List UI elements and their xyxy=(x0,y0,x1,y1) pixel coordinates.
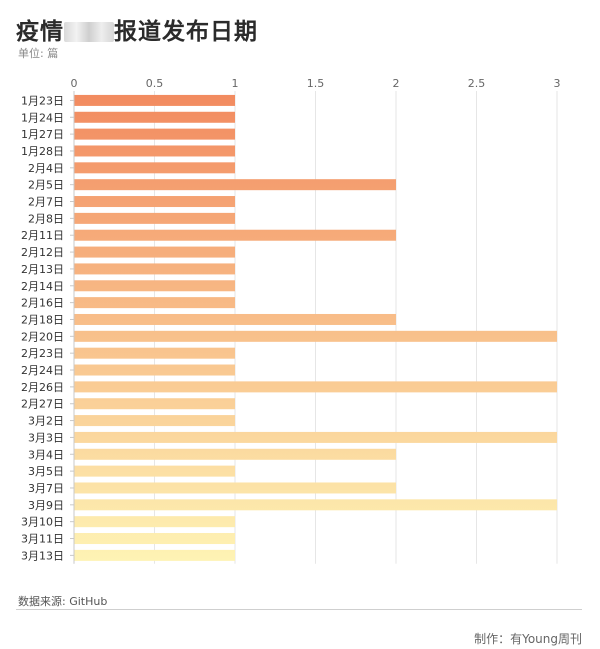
y-tick-label: 2月13日 xyxy=(21,263,64,276)
bar xyxy=(74,297,235,309)
y-tick-label: 2月7日 xyxy=(28,196,64,209)
y-tick-label: 3月5日 xyxy=(28,465,64,478)
bar xyxy=(74,111,235,123)
y-tick-label: 2月4日 xyxy=(28,162,64,175)
bar xyxy=(74,465,235,477)
y-tick-label: 2月8日 xyxy=(28,212,64,225)
y-tick-label: 1月28日 xyxy=(21,145,64,158)
bar xyxy=(74,330,557,342)
bar xyxy=(74,499,557,511)
y-tick-label: 1月24日 xyxy=(21,111,64,124)
x-tick-label: 1 xyxy=(232,77,239,90)
bar xyxy=(74,381,557,393)
bar xyxy=(74,246,235,258)
y-tick-label: 3月11日 xyxy=(21,533,64,546)
y-tick-label: 2月18日 xyxy=(21,313,64,326)
bar-chart: 0 0.5 1 1.5 2 2.5 3 1月23日 1月24日 1月27日 1月28日 2月4日 2月… xyxy=(21,77,561,564)
bar xyxy=(74,162,235,174)
redacted-text xyxy=(64,22,114,42)
bar xyxy=(74,212,235,224)
y-tick-label: 2月5日 xyxy=(28,179,64,192)
bar xyxy=(74,364,235,376)
y-tick-label: 3月10日 xyxy=(21,516,64,529)
y-tick-label: 2月27日 xyxy=(21,398,64,411)
credit-text: 制作：有Young周刊 xyxy=(474,632,582,646)
y-axis-labels: 1月23日 1月24日 1月27日 1月28日 2月4日 2月5日 2月7日 2月8日 2月11… xyxy=(21,94,74,562)
y-tick-label: 3月13日 xyxy=(21,549,64,562)
y-tick-label: 1月27日 xyxy=(21,128,64,141)
title-suffix: 报道发布日期 xyxy=(114,19,258,45)
data-source: 数据来源: GitHub xyxy=(18,595,108,608)
footer-divider xyxy=(16,609,582,610)
y-tick-label: 2月24日 xyxy=(21,364,64,377)
bar xyxy=(74,94,235,106)
bar xyxy=(74,549,235,561)
y-tick-label: 3月7日 xyxy=(28,482,64,495)
x-tick-label: 3 xyxy=(554,77,561,90)
y-tick-label: 2月16日 xyxy=(21,297,64,310)
bar xyxy=(74,128,235,140)
x-tick-label: 1.5 xyxy=(307,77,325,90)
y-tick-label: 2月20日 xyxy=(21,330,64,343)
bar xyxy=(74,398,235,410)
y-tick-label: 2月23日 xyxy=(21,347,64,360)
x-tick-label: 0.5 xyxy=(146,77,164,90)
bar xyxy=(74,347,235,359)
y-tick-label: 3月4日 xyxy=(28,448,64,461)
y-tick-label: 2月12日 xyxy=(21,246,64,259)
y-tick-label: 2月26日 xyxy=(21,381,64,394)
x-tick-label: 0 xyxy=(71,77,78,90)
bar xyxy=(74,533,235,545)
x-tick-label: 2.5 xyxy=(468,77,486,90)
chart-title: 疫情 报道发布日期 xyxy=(16,12,258,46)
y-tick-label: 2月11日 xyxy=(21,229,64,242)
bar xyxy=(74,415,235,427)
y-tick-label: 3月3日 xyxy=(28,431,64,444)
bar xyxy=(74,263,235,275)
bar xyxy=(74,179,396,191)
y-tick-label: 1月23日 xyxy=(21,94,64,107)
bar xyxy=(74,448,396,460)
bar xyxy=(74,229,396,241)
x-tick-label: 2 xyxy=(393,77,400,90)
bar xyxy=(74,431,557,443)
unit-label: 单位: 篇 xyxy=(18,47,59,60)
bar xyxy=(74,313,396,325)
y-tick-label: 3月9日 xyxy=(28,499,64,512)
x-axis-ticks: 0 0.5 1 1.5 2 2.5 3 xyxy=(71,77,561,90)
title-prefix: 疫情 xyxy=(16,19,64,45)
y-tick-label: 2月14日 xyxy=(21,280,64,293)
bar xyxy=(74,145,235,157)
y-tick-label: 3月2日 xyxy=(28,415,64,428)
bars xyxy=(74,94,557,561)
bar xyxy=(74,280,235,292)
bar xyxy=(74,482,396,494)
bar xyxy=(74,196,235,208)
bar xyxy=(74,516,235,528)
